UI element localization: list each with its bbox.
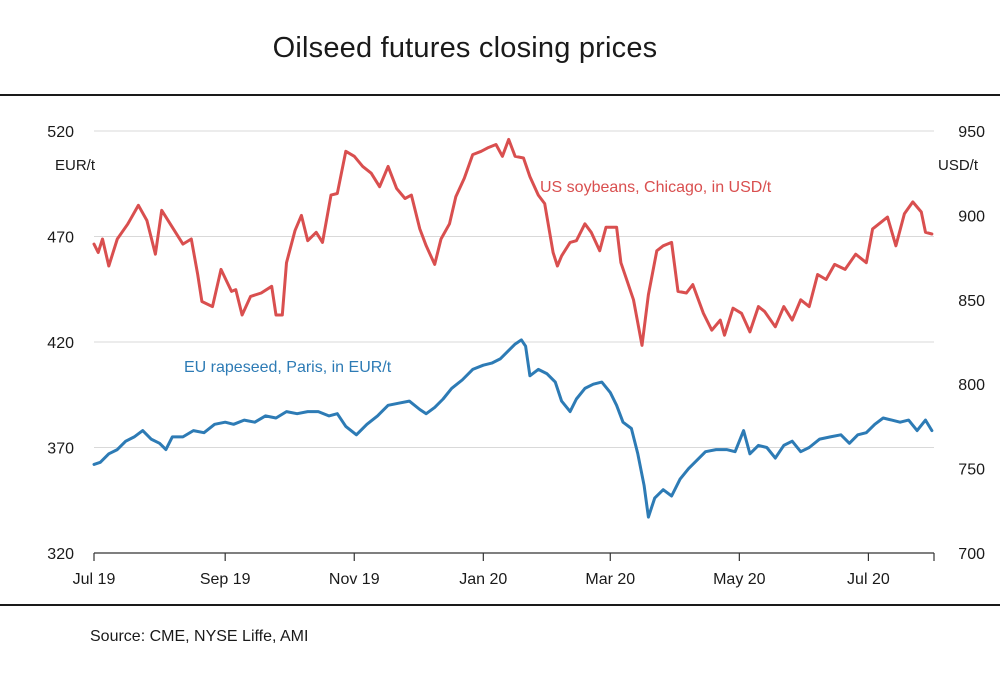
chart-title: Oilseed futures closing prices: [272, 32, 658, 64]
right-tick-label: 950: [958, 124, 985, 141]
left-tick-label: 470: [47, 230, 74, 247]
x-tick-label: Sep 19: [200, 571, 251, 588]
left-tick-label: 370: [47, 441, 74, 458]
bottom-rule: [0, 604, 1000, 606]
right-tick-label: 900: [958, 208, 985, 225]
x-tick-label: Jan 20: [459, 571, 507, 588]
right-tick-label: 750: [958, 462, 985, 479]
left-tick-label: 520: [47, 124, 74, 141]
right-tick-label: 850: [958, 293, 985, 310]
right-tick-label: 800: [958, 377, 985, 394]
series-lines: [92, 137, 934, 519]
right-tick-label: 700: [958, 546, 985, 563]
left-tick-label: 320: [47, 546, 74, 563]
left-axis-unit-label: EUR/t: [55, 157, 96, 174]
right-axis-unit-label: USD/t: [938, 157, 979, 174]
series-label-soybeans: US soybeans, Chicago, in USD/t: [540, 179, 772, 196]
x-tick-label: Mar 20: [585, 571, 635, 588]
x-tick-label: May 20: [713, 571, 766, 588]
left-tick-label: 420: [47, 335, 74, 352]
series-label-rapeseed: EU rapeseed, Paris, in EUR/t: [184, 359, 392, 376]
series-line-soybeans: [92, 137, 934, 347]
tick-labels: 320 370 420 470 520 700 750 800 850 900 950 Jul 19 S…: [47, 124, 985, 588]
top-rule: [0, 94, 1000, 96]
source-note: Source: CME, NYSE Liffe, AMI: [90, 628, 309, 645]
x-tick-label: Nov 19: [329, 571, 380, 588]
axes: [93, 552, 935, 561]
x-tick-label: Jul 19: [73, 571, 116, 588]
x-tick-label: Jul 20: [847, 571, 890, 588]
gridlines: [94, 130, 934, 448]
series-line-rapeseed: [92, 338, 934, 519]
